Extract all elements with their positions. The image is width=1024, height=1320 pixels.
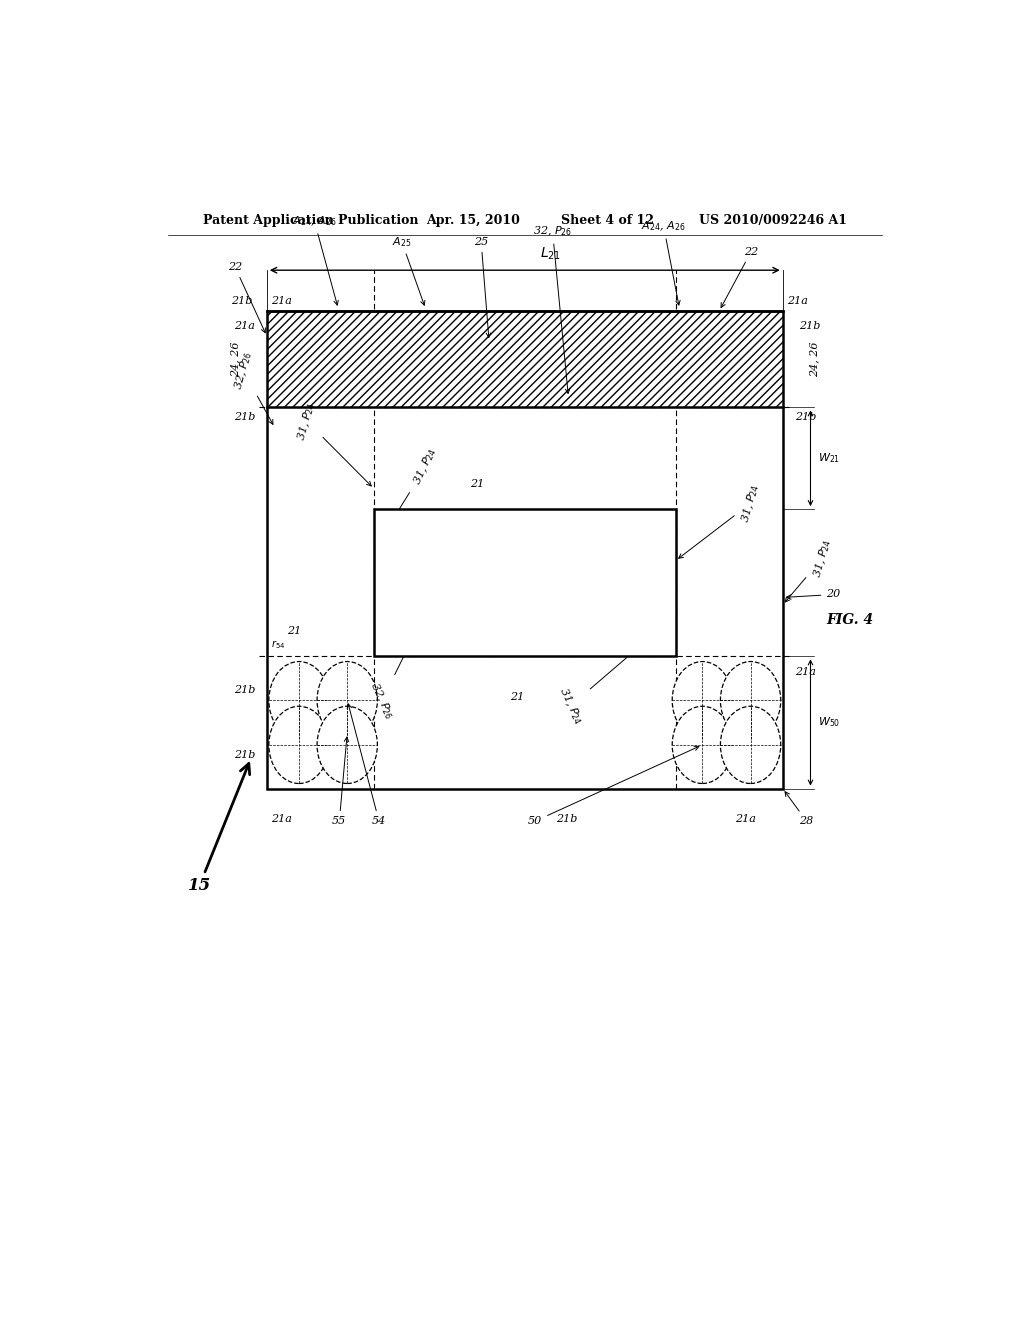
Text: 22: 22 <box>228 263 265 333</box>
Circle shape <box>721 706 780 784</box>
Text: $L_{21}$: $L_{21}$ <box>540 246 561 263</box>
Circle shape <box>269 661 329 739</box>
Text: 21a: 21a <box>270 814 292 824</box>
Text: 21b: 21b <box>231 296 253 306</box>
Bar <box>267 312 782 408</box>
Text: 21b: 21b <box>233 750 255 760</box>
Text: 21a: 21a <box>786 296 808 306</box>
Text: 31, $P_{24}$: 31, $P_{24}$ <box>376 446 440 546</box>
Text: FIG. 4: FIG. 4 <box>826 612 873 627</box>
Text: 21a: 21a <box>795 667 815 677</box>
Text: 31, $P_{24}$: 31, $P_{24}$ <box>785 537 834 602</box>
Text: $A_{25}$: $A_{25}$ <box>392 235 425 305</box>
Text: 15: 15 <box>187 763 250 894</box>
Text: 23: 23 <box>501 583 517 597</box>
Text: Sheet 4 of 12: Sheet 4 of 12 <box>560 214 653 227</box>
Text: 54: 54 <box>347 704 386 826</box>
Text: $A_{24}$, $A_{26}$: $A_{24}$, $A_{26}$ <box>292 215 338 305</box>
Circle shape <box>269 706 329 784</box>
Text: 21a: 21a <box>735 814 756 824</box>
Text: 21b: 21b <box>795 412 816 422</box>
Bar <box>374 510 676 656</box>
Text: US 2010/0092246 A1: US 2010/0092246 A1 <box>699 214 848 227</box>
Text: 55: 55 <box>332 737 349 826</box>
Circle shape <box>317 706 378 784</box>
Text: 50: 50 <box>528 746 698 826</box>
Text: 32, $P_{26}$: 32, $P_{26}$ <box>532 224 572 393</box>
Text: 22: 22 <box>721 247 758 308</box>
Circle shape <box>672 706 732 784</box>
Text: $W_{50}$: $W_{50}$ <box>818 715 841 730</box>
Text: 21: 21 <box>470 479 484 488</box>
Text: Apr. 15, 2010: Apr. 15, 2010 <box>426 214 519 227</box>
Text: 31, $P_{24}$: 31, $P_{24}$ <box>556 639 649 726</box>
Text: Patent Application Publication: Patent Application Publication <box>204 214 419 227</box>
Text: 25: 25 <box>474 236 490 338</box>
Text: $r_{54}$: $r_{54}$ <box>270 639 285 651</box>
Text: 21b: 21b <box>556 814 578 824</box>
Text: 24, 26: 24, 26 <box>230 342 241 378</box>
Text: 21a: 21a <box>270 296 292 306</box>
Text: $A_{24}$, $A_{26}$: $A_{24}$, $A_{26}$ <box>641 219 686 305</box>
Text: 21: 21 <box>287 626 301 636</box>
Text: 28: 28 <box>785 792 814 826</box>
Text: 31, $P_{24}$: 31, $P_{24}$ <box>295 400 372 486</box>
Circle shape <box>317 661 378 739</box>
Text: 21b: 21b <box>233 412 255 422</box>
Circle shape <box>721 661 780 739</box>
Text: $W_{21}$: $W_{21}$ <box>818 451 841 465</box>
Text: 32, $P_{26}$: 32, $P_{26}$ <box>231 350 273 424</box>
Text: 32, $P_{26}$: 32, $P_{26}$ <box>368 640 412 721</box>
Text: 21a: 21a <box>234 321 255 331</box>
Text: 21b: 21b <box>233 685 255 694</box>
Circle shape <box>672 661 732 739</box>
Text: 31, $P_{24}$: 31, $P_{24}$ <box>679 482 763 558</box>
Text: 24, 26: 24, 26 <box>809 342 819 378</box>
Text: 20: 20 <box>786 590 841 599</box>
Text: 21: 21 <box>510 692 524 702</box>
Text: 21b: 21b <box>799 321 820 331</box>
Bar <box>267 312 782 788</box>
